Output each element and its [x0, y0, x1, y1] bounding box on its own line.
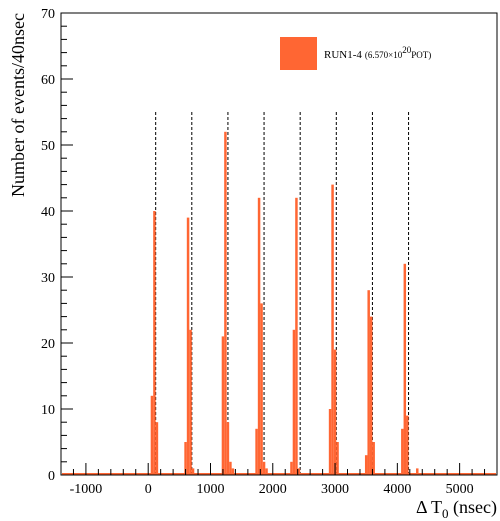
- histogram-bar: [292, 329, 296, 475]
- legend-run-label: RUN1-4: [324, 49, 362, 61]
- histogram-bar: [364, 455, 368, 475]
- histogram-bar: [257, 197, 261, 476]
- histogram-bar: [262, 461, 266, 475]
- histogram-bar: [290, 461, 293, 475]
- histogram-bar: [229, 461, 232, 475]
- y-tick-label: 40: [41, 205, 55, 220]
- histogram-bar: [367, 290, 370, 475]
- histogram-bar: [186, 217, 190, 475]
- histogram-bar: [155, 422, 159, 475]
- x-tick-label: 2000: [259, 482, 287, 497]
- y-tick-label: 10: [41, 403, 55, 418]
- histogram-bar: [184, 442, 187, 475]
- y-axis-title: Number of events/40nsec: [8, 13, 28, 197]
- x-axis-title-main: Δ T: [416, 497, 442, 517]
- histogram-bar: [331, 184, 334, 475]
- histogram-bar: [403, 263, 407, 475]
- histogram-bar: [336, 442, 339, 475]
- histogram-bar: [255, 428, 258, 475]
- bunch-marker-lines: [155, 112, 410, 475]
- histogram-bars: [62, 131, 496, 476]
- legend-label: RUN1-4 (6.570×1020POT): [324, 45, 431, 61]
- histogram-bar: [369, 316, 373, 475]
- y-tick-label: 0: [48, 469, 55, 484]
- histogram-bar: [416, 468, 419, 475]
- x-tick-label: 0: [145, 482, 152, 497]
- x-axis-title: Δ T0 (nsec): [416, 497, 497, 521]
- histogram-bar: [333, 349, 337, 475]
- histogram-bar: [297, 468, 301, 475]
- y-tick-label: 20: [41, 337, 55, 352]
- legend-swatch: [280, 37, 317, 70]
- histogram-bar: [295, 197, 298, 476]
- histogram-bar: [372, 442, 375, 475]
- x-axis-title-unit: (nsec): [449, 497, 497, 518]
- histogram-bar: [153, 211, 156, 475]
- histogram-bar: [265, 468, 268, 475]
- y-tick-label: 30: [41, 271, 55, 286]
- x-tick-labels: -1000 0 1000 2000 3000 4000 5000: [70, 482, 474, 497]
- histogram-bar: [189, 329, 192, 475]
- y-tick-labels: 0 10 20 30 40 50 60 70: [41, 7, 55, 484]
- histogram-bar: [328, 409, 332, 475]
- histogram-bar: [150, 395, 154, 475]
- y-tick-label: 50: [41, 139, 55, 154]
- histogram-bar: [221, 336, 225, 475]
- x-tick-label: 3000: [321, 482, 349, 497]
- histogram-bar: [231, 468, 235, 475]
- legend: RUN1-4 (6.570×1020POT): [280, 37, 431, 70]
- x-tick-label: 5000: [446, 482, 474, 497]
- legend-pot-exponent: 20: [402, 45, 412, 55]
- legend-pot-suffix: POT): [411, 50, 431, 60]
- x-tick-label: 1000: [196, 482, 224, 497]
- histogram-bar: [401, 428, 404, 475]
- x-tick-label: 4000: [383, 482, 411, 497]
- x-tick-label: -1000: [70, 482, 103, 497]
- y-tick-label: 70: [41, 7, 55, 22]
- legend-pot-prefix: (6.570×10: [365, 50, 403, 60]
- histogram-baseline: [62, 473, 496, 475]
- histogram-bar: [224, 131, 227, 476]
- histogram-bar: [191, 468, 195, 475]
- histogram-bar: [226, 422, 230, 475]
- histogram-bar: [406, 415, 409, 475]
- axis-ticks: [60, 12, 498, 476]
- histogram-bar: [260, 303, 263, 475]
- y-tick-label: 60: [41, 73, 55, 88]
- plot-frame: [60, 12, 498, 476]
- x-axis-title-subscript: 0: [442, 506, 449, 521]
